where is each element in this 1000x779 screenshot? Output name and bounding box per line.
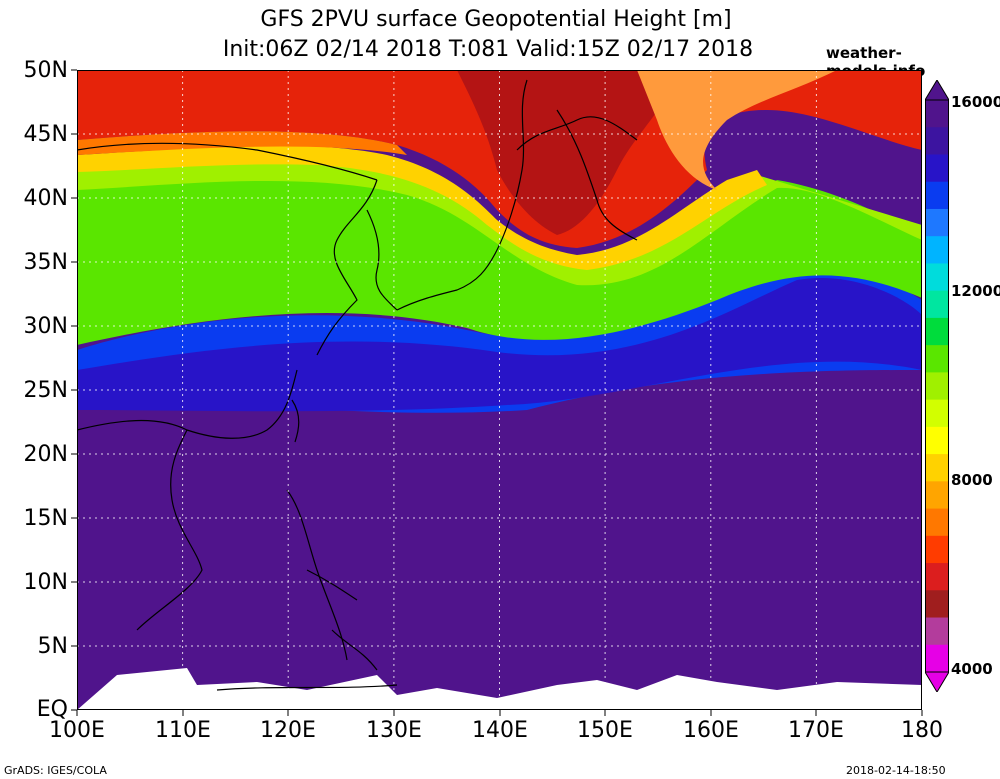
map-frame xyxy=(77,70,922,710)
title-line-2: Init:06Z 02/14 2018 T:081 Valid:15Z 02/1… xyxy=(222,37,754,62)
field-darkred-region xyxy=(457,70,677,235)
lon-label: 170E xyxy=(788,718,844,743)
colorbar xyxy=(925,80,949,692)
lat-label: 30N xyxy=(23,314,68,339)
colorbar-min-arrow xyxy=(925,671,949,692)
map-plot xyxy=(77,70,922,710)
colorbar-swatch xyxy=(925,563,949,591)
colorbar-swatch xyxy=(925,181,949,210)
lon-label: 150E xyxy=(577,718,633,743)
field-yellow-band xyxy=(77,145,767,270)
footer-credit: GrADS: IGES/COLA xyxy=(4,764,107,777)
lon-label: 130E xyxy=(366,718,422,743)
colorbar-swatch xyxy=(925,399,949,428)
colorbar-swatch xyxy=(925,345,949,373)
lon-label: 180 xyxy=(901,718,943,743)
graticule xyxy=(77,70,922,710)
colorbar-swatch xyxy=(925,290,949,319)
lat-label: 50N xyxy=(23,58,68,83)
colorbar-swatch xyxy=(925,372,949,401)
lat-label: 20N xyxy=(23,442,68,467)
colorbar-label: 16000 xyxy=(951,93,1000,111)
colorbar-label: 8000 xyxy=(951,471,993,489)
field-green-band xyxy=(77,175,922,345)
field-undefined-strip xyxy=(77,668,922,710)
colorbar-swatch xyxy=(925,508,949,537)
colorbar-max-arrow xyxy=(925,80,949,101)
lat-label: 25N xyxy=(23,378,68,403)
field-orange-ne xyxy=(637,70,837,190)
lat-label: 15N xyxy=(23,506,68,531)
colorbar-swatch xyxy=(925,317,949,346)
colorbar-swatch xyxy=(925,236,949,264)
colorbar-label: 4000 xyxy=(951,660,993,678)
field-lightgreen-band xyxy=(77,159,922,286)
lon-label: 120E xyxy=(260,718,316,743)
lon-label: 140E xyxy=(472,718,528,743)
footer-timestamp: 2018-02-14-18:50 xyxy=(846,764,946,777)
lon-label: 160E xyxy=(683,718,739,743)
colorbar-swatch xyxy=(925,535,949,564)
lat-label: 35N xyxy=(23,250,68,275)
lat-label: 10N xyxy=(23,570,68,595)
colorbar-swatch xyxy=(925,154,949,183)
colorbar-frame xyxy=(925,99,949,673)
lat-label: 5N xyxy=(37,634,68,659)
colorbar-swatch xyxy=(925,590,949,619)
lon-label: 100E xyxy=(49,718,105,743)
colorbar-swatch xyxy=(925,454,949,482)
colorbar-swatch xyxy=(925,426,949,455)
field-orange-north xyxy=(77,131,407,155)
colorbar-label: 12000 xyxy=(951,282,1000,300)
colorbar-swatch xyxy=(925,100,949,128)
lat-label: 40N xyxy=(23,186,68,211)
lat-label: 45N xyxy=(23,122,68,147)
colorbar-swatch xyxy=(925,263,949,292)
title-line-1: GFS 2PVU surface Geopotential Height [m] xyxy=(260,7,732,32)
coastlines xyxy=(77,79,638,691)
colorbar-swatch xyxy=(925,127,949,155)
colorbar-swatch xyxy=(925,481,949,510)
lat-label: EQ xyxy=(36,697,68,722)
colorbar-swatch xyxy=(925,617,949,646)
lon-label: 110E xyxy=(155,718,211,743)
colorbar-swatch xyxy=(925,208,949,237)
colorbar-swatch xyxy=(925,644,949,673)
